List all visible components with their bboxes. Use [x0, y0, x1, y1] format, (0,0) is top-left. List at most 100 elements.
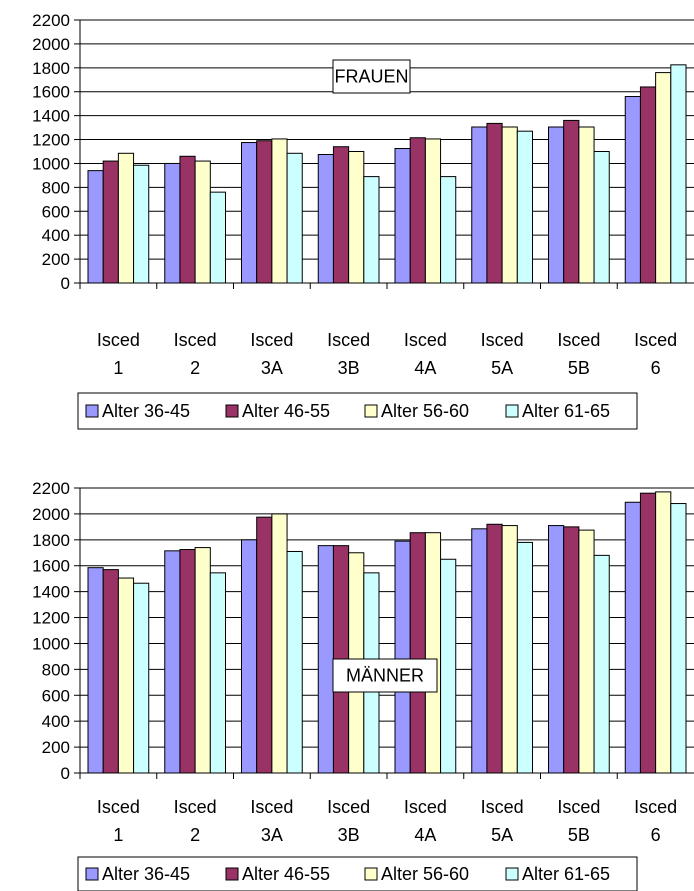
bar — [241, 539, 258, 774]
bar — [317, 545, 334, 774]
x-tick-label: Isced — [97, 797, 140, 817]
bar — [471, 528, 488, 774]
x-tick-label: 3B — [338, 825, 360, 845]
x-tick-label: Isced — [404, 797, 447, 817]
legend — [77, 392, 638, 430]
bar — [348, 151, 365, 284]
x-tick-label: 5A — [491, 825, 513, 845]
x-tick-label: Isced — [481, 797, 524, 817]
bar — [639, 86, 657, 284]
bar — [639, 492, 657, 774]
x-tick-label: 6 — [651, 358, 661, 378]
bar — [424, 532, 442, 774]
x-tick-label: 5B — [568, 825, 590, 845]
x-tick-label: Isced — [327, 797, 370, 817]
bar — [563, 119, 580, 284]
x-tick-label: Isced — [250, 330, 293, 350]
legend-label: Alter 56-60 — [381, 864, 469, 884]
bar — [670, 64, 687, 284]
bar — [164, 162, 181, 284]
bar — [655, 72, 672, 284]
bar — [440, 176, 457, 284]
bar — [486, 523, 503, 774]
x-tick-label: Isced — [327, 330, 370, 350]
y-tick-label: 1400 — [32, 107, 70, 126]
annotation-label: MÄNNER — [346, 666, 424, 686]
y-tick-label: 0 — [61, 274, 70, 293]
bar — [670, 503, 687, 774]
x-tick-label: 4A — [414, 825, 436, 845]
bar — [501, 126, 518, 284]
bar — [256, 140, 273, 284]
bar — [624, 501, 641, 774]
bar — [409, 137, 426, 284]
bar — [563, 526, 580, 774]
bar — [317, 153, 334, 284]
legend-label: Alter 46-55 — [242, 864, 330, 884]
legend-swatch — [85, 404, 99, 418]
annotation-label: FRAUEN — [334, 67, 408, 87]
legend-label: Alter 61-65 — [522, 864, 610, 884]
x-tick-label: Isced — [557, 797, 600, 817]
y-tick-label: 200 — [42, 738, 70, 757]
y-tick-label: 1200 — [32, 609, 70, 628]
bar — [655, 491, 672, 774]
bar — [286, 152, 303, 284]
y-tick-label: 1600 — [32, 557, 70, 576]
x-tick-label: 5B — [568, 358, 590, 378]
bar — [486, 122, 503, 284]
legend-swatch — [85, 867, 99, 881]
bar — [548, 126, 565, 284]
x-tick-label: 3B — [338, 358, 360, 378]
bar — [87, 567, 104, 774]
y-tick-label: 1200 — [32, 131, 70, 150]
legend-swatch — [225, 404, 239, 418]
bar — [117, 152, 135, 284]
bar — [209, 191, 226, 284]
bar — [102, 569, 119, 774]
bar — [241, 142, 258, 284]
bar — [593, 151, 610, 284]
annotation-box — [332, 658, 438, 693]
y-tick-label: 2200 — [32, 11, 70, 30]
x-tick-label: Isced — [634, 330, 677, 350]
bar — [194, 547, 211, 774]
x-tick-label: Isced — [404, 330, 447, 350]
legend-label: Alter 46-55 — [242, 401, 330, 421]
x-tick-label: Isced — [174, 797, 217, 817]
bar — [332, 146, 350, 284]
y-tick-label: 200 — [42, 250, 70, 269]
legend — [77, 856, 638, 891]
bar — [363, 176, 380, 284]
x-tick-label: Isced — [481, 330, 524, 350]
bar — [409, 532, 426, 774]
bar — [87, 170, 104, 284]
legend-swatch — [225, 867, 239, 881]
y-tick-label: 1000 — [32, 154, 70, 173]
x-tick-label: Isced — [97, 330, 140, 350]
x-tick-label: Isced — [634, 797, 677, 817]
y-tick-label: 400 — [42, 712, 70, 731]
y-tick-label: 2200 — [32, 479, 70, 498]
bar — [516, 130, 533, 284]
bar — [578, 529, 595, 774]
bar — [624, 96, 641, 284]
legend-label: Alter 56-60 — [381, 401, 469, 421]
bar — [394, 540, 411, 774]
bar — [133, 582, 150, 774]
legend-swatch — [505, 404, 519, 418]
bar — [424, 138, 442, 284]
y-tick-label: 1600 — [32, 83, 70, 102]
bar — [271, 513, 288, 774]
y-tick-label: 2000 — [32, 505, 70, 524]
chart-1: 0 200 400 600 800 1000 1200 1400 1600 1800 2000 220… — [32, 479, 694, 891]
legend-label: Alter 36-45 — [102, 401, 190, 421]
x-tick-label: 3A — [261, 358, 283, 378]
x-tick-label: 1 — [113, 825, 123, 845]
y-tick-label: 800 — [42, 660, 70, 679]
chart-0: 0 200 400 600 800 1000 1200 1400 1600 1800 2000 220… — [32, 11, 694, 430]
legend-swatch — [364, 404, 378, 418]
legend-label: Alter 61-65 — [522, 401, 610, 421]
